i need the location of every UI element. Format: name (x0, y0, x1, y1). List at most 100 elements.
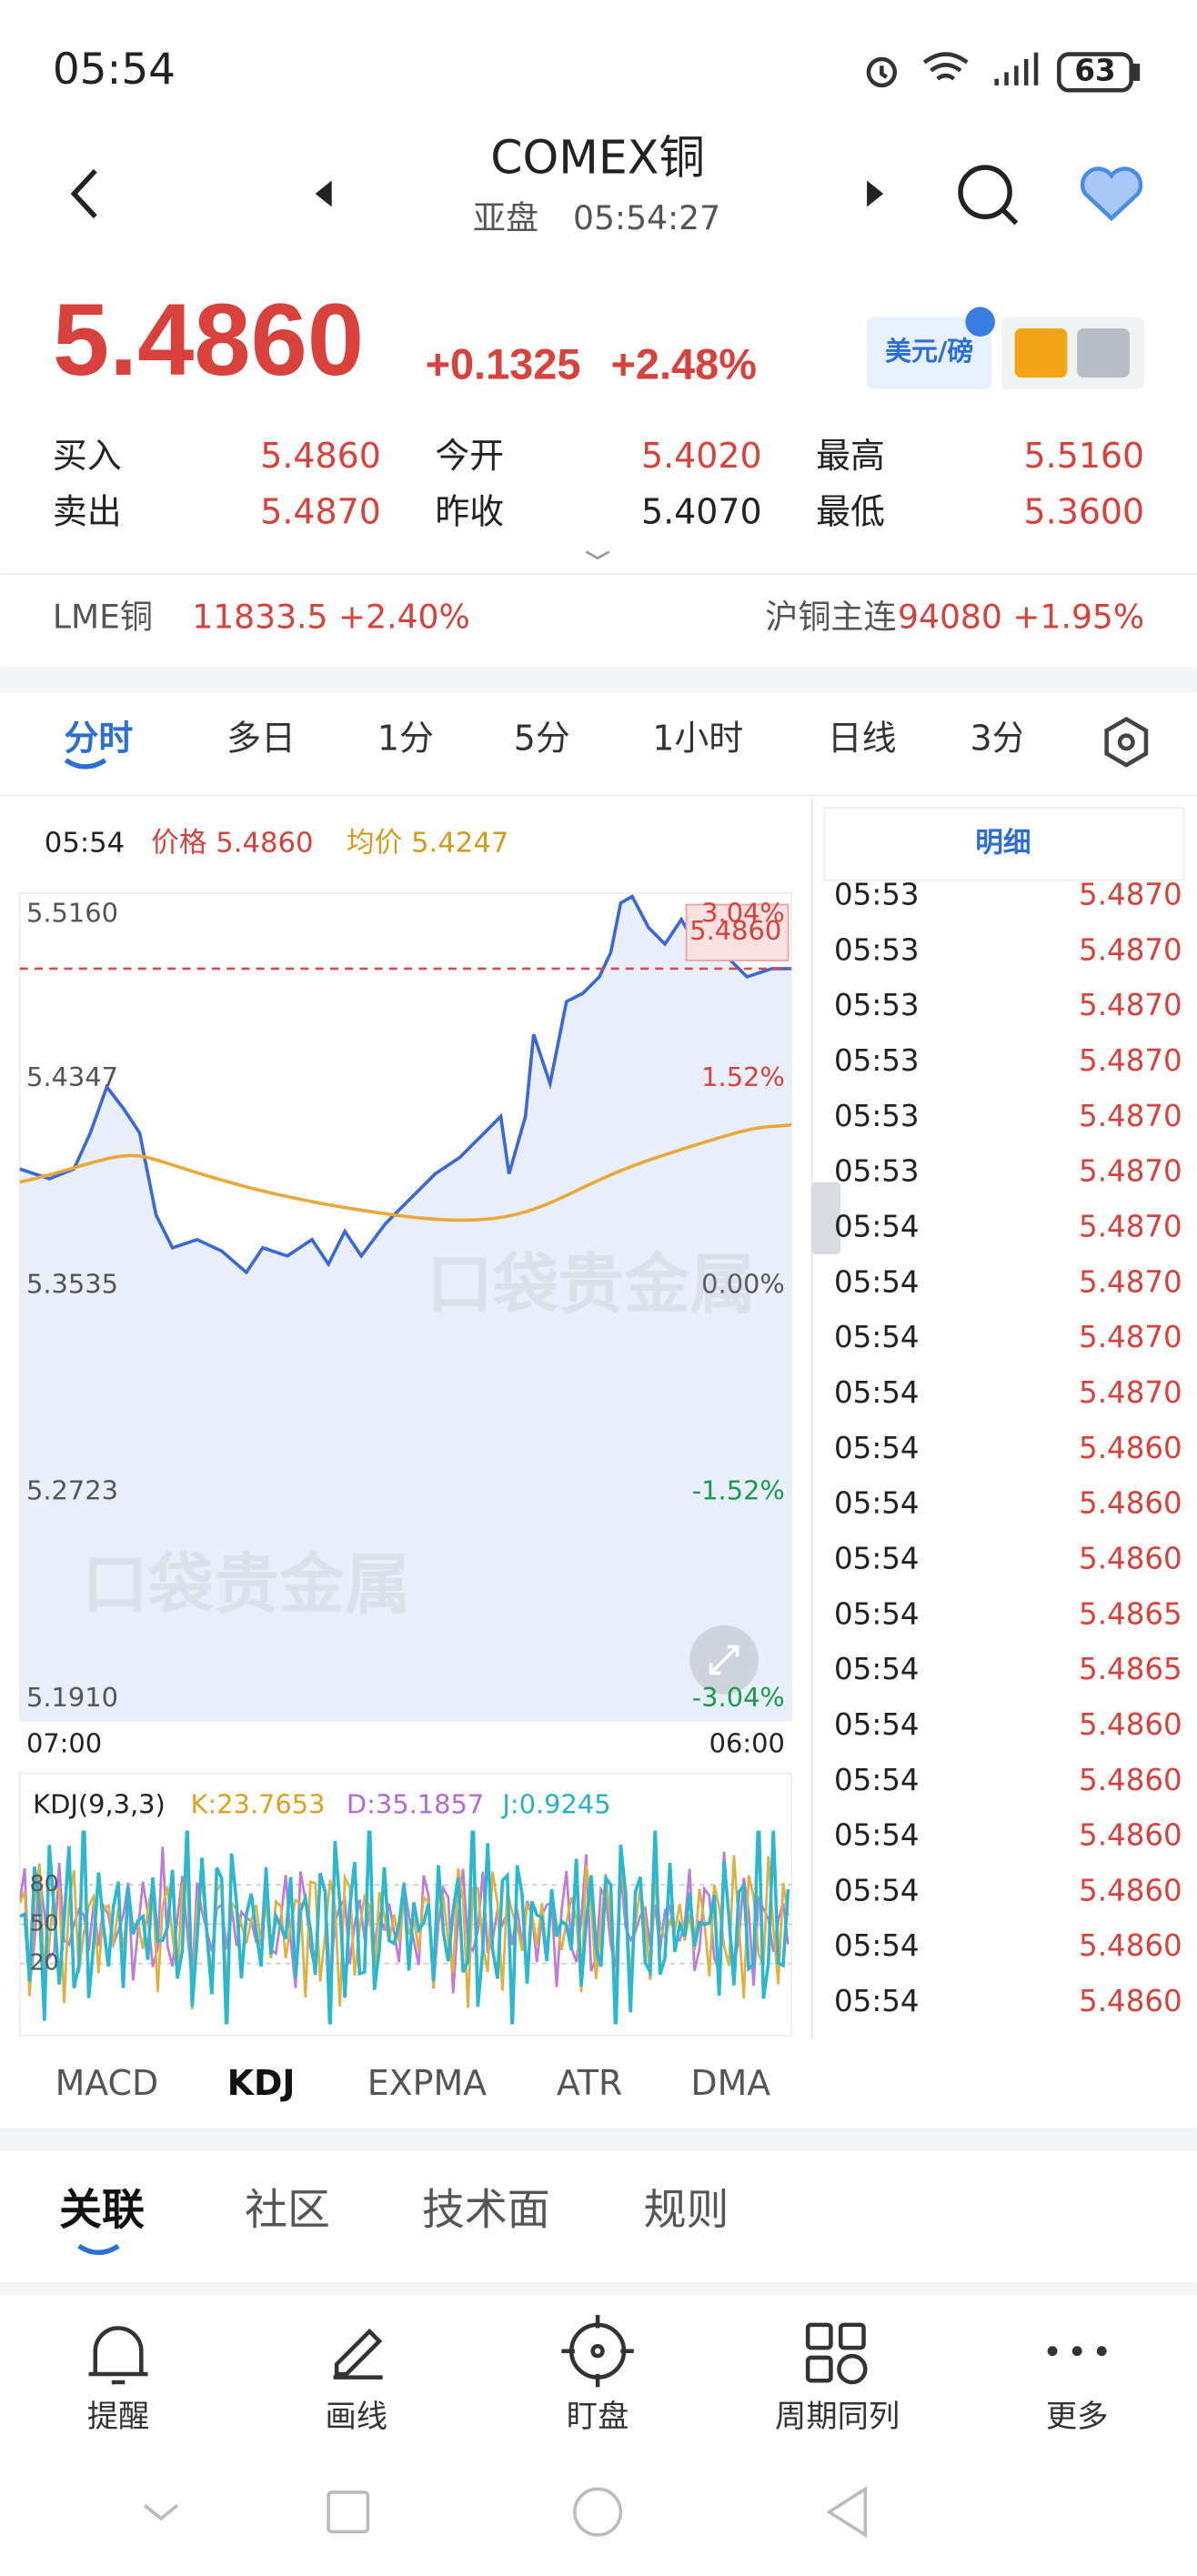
kdj-title: KDJ(9,3,3) (33, 1788, 166, 1819)
stat-value: 5.4070 (641, 491, 762, 531)
section-tab[interactable]: 规则 (644, 2186, 729, 2236)
average-line (19, 1122, 792, 1223)
favorite-button[interactable] (1080, 166, 1143, 222)
detail-time: 05:53 (834, 1043, 920, 1078)
battery-level: 63 (1074, 53, 1115, 87)
price-line (19, 894, 792, 1275)
stat-value: 5.4860 (260, 436, 381, 476)
y2-tick-label: 1.52% (701, 1062, 785, 1092)
y-tick-label: 5.3535 (26, 1268, 118, 1299)
detail-price: 5.4860 (1079, 1707, 1182, 1742)
y-tick-label: 5.1910 (26, 1682, 118, 1713)
detail-price: 5.4870 (1079, 878, 1182, 912)
kdj-lines (19, 1830, 792, 2025)
detail-time: 05:54 (834, 1264, 920, 1299)
spacer (0, 666, 1197, 693)
period-tab[interactable]: 多日 (226, 719, 296, 759)
currency-button[interactable] (867, 317, 992, 389)
detail-time: 05:53 (834, 988, 920, 1022)
nav-item[interactable]: 盯盘 (567, 2399, 629, 2435)
related-name[interactable]: LME铜 (53, 598, 153, 636)
detail-price: 5.4870 (1079, 1264, 1182, 1299)
detail-price: 5.4870 (1079, 1099, 1182, 1133)
stat-value: 5.3600 (1024, 491, 1145, 531)
section-tab[interactable]: 技术面 (422, 2186, 550, 2236)
nav-item[interactable]: 画线 (325, 2399, 387, 2435)
collapse-handle[interactable] (810, 1182, 841, 1254)
detail-time: 05:54 (834, 1652, 920, 1686)
y-tick-label: 5.4347 (26, 1062, 118, 1092)
period-tab[interactable]: 3分 (971, 719, 1027, 759)
detail-time: 05:54 (834, 1486, 920, 1521)
nav-icons (88, 2315, 868, 2388)
nav-item[interactable]: 周期同列 (775, 2399, 900, 2435)
settings-button[interactable] (1104, 716, 1149, 768)
indicator-tab[interactable]: DMA (690, 2063, 770, 2103)
detail-price: 5.4860 (1079, 1928, 1182, 1963)
detail-price: 5.4865 (1079, 1652, 1182, 1686)
detail-price: 5.4870 (1079, 1154, 1182, 1189)
y2-tick-label: -1.52% (692, 1475, 785, 1506)
stat-label: 今开 (435, 436, 504, 476)
currency[interactable]: 美元/磅 (885, 336, 973, 367)
back-button[interactable] (70, 168, 97, 219)
kdj-j: J:0.9245 (500, 1788, 610, 1819)
last-price: 5.4860 (53, 283, 364, 397)
y-tick-label: 5.5160 (26, 897, 118, 928)
indicator-tab[interactable]: KDJ (227, 2063, 296, 2103)
detail-price: 5.4860 (1079, 1984, 1182, 2018)
section-tab[interactable]: 关联 (59, 2186, 145, 2236)
period-tab[interactable]: 分时 (64, 719, 133, 759)
search-button[interactable] (958, 165, 1019, 226)
detail-time: 05:53 (834, 1099, 920, 1133)
kdj-frame (18, 1772, 792, 2038)
detail-price: 5.4870 (1079, 988, 1182, 1022)
watermark: 口袋贵金属 (82, 1547, 410, 1624)
kdj-k: K:23.7653 (190, 1788, 325, 1819)
nav-item[interactable]: 更多 (1046, 2399, 1109, 2435)
divider (0, 572, 1197, 575)
detail-price: 5.4860 (1079, 1763, 1182, 1797)
indicator-tab[interactable]: ATR (557, 2063, 622, 2103)
y2-tick-label: -3.04% (692, 1682, 785, 1713)
prev-button[interactable] (315, 180, 332, 207)
fullscreen-icon (709, 1645, 739, 1675)
kdj-level: 50 (30, 1909, 59, 1936)
detail-price: 5.4870 (1079, 1209, 1182, 1243)
detail-list: 05:53 5.4870 05:53 5.4870 05:53 5.4870 05:53 5.… (834, 878, 1182, 2018)
detail-time: 05:54 (834, 1707, 920, 1742)
section-indicator (77, 2243, 120, 2256)
spacer (0, 2128, 1197, 2151)
section-tab[interactable]: 社区 (245, 2186, 330, 2236)
detail-price: 5.4860 (1079, 1818, 1182, 1853)
nav-item[interactable]: 提醒 (87, 2399, 150, 2435)
detail-price: 5.4870 (1079, 1320, 1182, 1354)
more-icon (1047, 2346, 1107, 2357)
related-name[interactable]: 沪铜主连 (765, 598, 896, 636)
stat-label: 最低 (816, 491, 885, 531)
detail-time: 05:54 (834, 1375, 920, 1410)
tool-icon (1077, 327, 1130, 378)
stat-label: 昨收 (435, 491, 504, 531)
period-tab[interactable]: 5分 (514, 719, 570, 759)
detail-time: 05:53 (834, 932, 920, 967)
current-price-tag (685, 903, 790, 961)
price-change: +0.1325 (426, 341, 581, 388)
next-button[interactable] (867, 180, 884, 207)
expand-arrow[interactable] (585, 550, 610, 560)
average-label: 均价 5.4247 (347, 827, 508, 859)
divider (810, 798, 813, 2039)
detail-time: 05:54 (834, 1873, 920, 1907)
indicator-tab[interactable]: MACD (55, 2063, 159, 2103)
detail-time: 05:53 (834, 878, 920, 912)
indicator-tab[interactable]: EXPMA (367, 2063, 487, 2103)
settings-icon (1117, 733, 1135, 751)
period-tab[interactable]: 1分 (377, 719, 434, 759)
period-tab[interactable]: 日线 (828, 719, 897, 759)
y2-tick-label: 0.00% (701, 1268, 785, 1299)
kdj-level: 80 (30, 1870, 59, 1897)
detail-time: 05:54 (834, 1320, 920, 1354)
kdj-level: 20 (30, 1949, 59, 1976)
period-tab[interactable]: 1小时 (652, 719, 743, 759)
